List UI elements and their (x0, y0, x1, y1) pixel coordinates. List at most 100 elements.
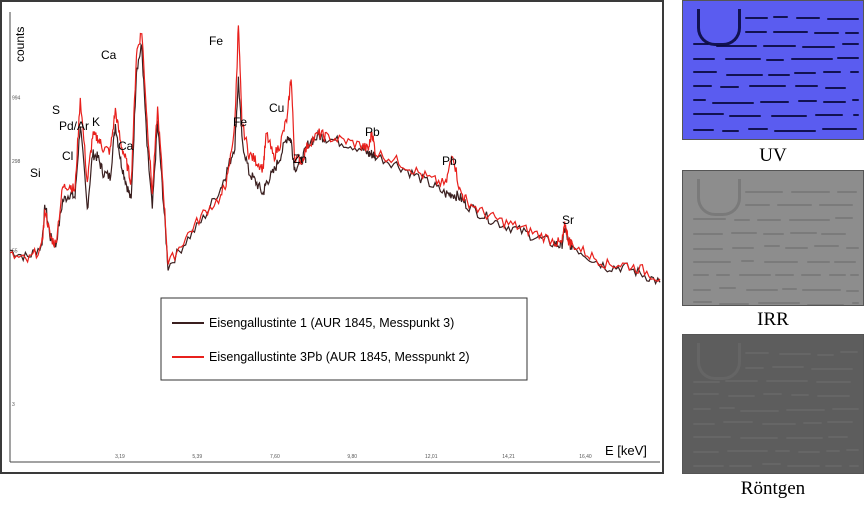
text-stroke (790, 232, 817, 235)
text-stroke (788, 218, 830, 221)
text-stroke (815, 114, 844, 117)
text-stroke (840, 351, 858, 354)
text-stroke (725, 58, 761, 61)
text-stroke (813, 245, 840, 248)
irr-caption: IRR (757, 309, 789, 330)
x-tick-label: 7,60 (270, 454, 280, 460)
text-stroke (693, 289, 711, 292)
text-stroke (749, 85, 787, 88)
text-stroke (740, 260, 754, 263)
text-stroke (798, 451, 820, 454)
initial-letter (697, 343, 741, 380)
text-stroke (693, 85, 712, 88)
x-tick-label: 12,01 (425, 454, 438, 460)
peak-label: S (52, 103, 60, 117)
peak-label: Pb (365, 125, 380, 139)
text-stroke (796, 16, 821, 19)
text-stroke (718, 407, 735, 410)
text-stroke (787, 465, 821, 468)
text-stroke (693, 465, 725, 468)
text-stroke (817, 353, 834, 356)
text-stroke (766, 59, 784, 62)
text-stroke (773, 129, 816, 132)
x-tick-label: 5,39 (192, 454, 202, 460)
text-stroke (845, 449, 859, 452)
text-stroke (730, 231, 757, 234)
text-stroke (723, 421, 753, 424)
y-tick-label: 994 (12, 95, 21, 101)
text-stroke (825, 465, 842, 468)
text-stroke (693, 58, 716, 61)
text-stroke (761, 423, 796, 426)
x-tick-label: 3,19 (115, 454, 125, 460)
legend-entry: Eisengallustinte 3Pb (AUR 1845, Messpunk… (209, 350, 470, 364)
text-stroke (791, 58, 833, 61)
text-stroke (848, 464, 859, 467)
text-stroke (724, 379, 759, 382)
text-stroke (802, 289, 841, 292)
text-stroke (719, 303, 749, 305)
text-stroke (745, 204, 770, 207)
xray-caption: Röntgen (740, 478, 806, 499)
text-stroke (773, 15, 789, 18)
text-stroke (763, 233, 785, 236)
text-stroke (841, 43, 859, 46)
y-tick-label: 298 (12, 159, 21, 165)
text-stroke (745, 31, 767, 34)
text-stroke (834, 217, 854, 220)
irr-image (682, 170, 864, 306)
x-tick-label: 16,40 (579, 454, 592, 460)
text-stroke (729, 115, 762, 118)
x-tick-label: 9,80 (347, 454, 357, 460)
text-stroke (844, 31, 859, 34)
initial-letter (697, 9, 741, 46)
text-stroke (726, 73, 764, 76)
text-stroke (693, 423, 715, 426)
text-stroke (794, 72, 817, 75)
peak-label: Si (30, 166, 41, 180)
text-stroke (801, 45, 836, 48)
text-stroke (791, 190, 830, 193)
text-stroke (693, 436, 732, 439)
text-stroke (693, 43, 709, 46)
text-stroke (794, 85, 818, 88)
text-stroke (806, 260, 830, 263)
peak-label: Ca (118, 139, 134, 153)
text-stroke (763, 245, 780, 248)
text-stroke (803, 421, 822, 424)
y-tick-label: 55 (12, 248, 18, 254)
text-stroke (827, 17, 859, 20)
text-stroke (693, 260, 732, 263)
text-stroke (771, 365, 805, 368)
text-stroke (693, 232, 723, 235)
text-stroke (733, 219, 750, 222)
text-stroke (745, 16, 768, 19)
text-stroke (693, 99, 707, 102)
text-stroke (819, 204, 854, 207)
text-stroke (715, 273, 731, 276)
text-stroke (846, 246, 859, 249)
peak-label: Fe (233, 115, 247, 129)
text-stroke (763, 261, 798, 264)
y-axis-label: counts (13, 27, 27, 62)
uv-image (682, 0, 864, 140)
text-stroke (781, 287, 797, 290)
peak-label: Sr (562, 213, 574, 227)
text-stroke (825, 86, 847, 89)
text-stroke (739, 437, 778, 440)
text-stroke (798, 100, 818, 102)
spectrum-chart: E [keV] counts 3,19 5,39 7,60 9,80 12,01 14,21 1… (0, 0, 664, 474)
text-stroke (712, 101, 754, 104)
y-tick-label: 3 (12, 402, 15, 408)
text-stroke (731, 246, 755, 249)
text-stroke (823, 71, 841, 74)
text-stroke (785, 437, 824, 440)
text-stroke (816, 380, 852, 383)
text-stroke (693, 218, 727, 221)
peak-label: Cl (62, 149, 73, 163)
text-stroke (693, 113, 725, 116)
legend-box (160, 297, 528, 381)
initial-letter (697, 179, 741, 216)
text-stroke (745, 289, 778, 292)
text-stroke (745, 367, 765, 370)
